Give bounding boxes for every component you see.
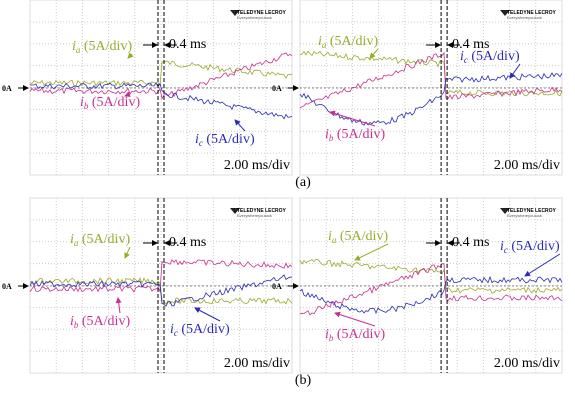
unit: (5A/div) — [333, 327, 385, 342]
current-label: ia (5A/div) — [70, 232, 130, 248]
figure: (a) (b) 0A0.4 msTELEDYNE LECROYEverywher… — [0, 0, 575, 395]
zero-label: 0A — [2, 84, 12, 93]
unit: (5A/div) — [78, 232, 130, 247]
zero-label: 0A — [272, 282, 282, 291]
delay-label: 0.4 ms — [169, 37, 206, 52]
unit: (5A/div) — [508, 239, 560, 254]
timebase: 2.00 ms/div — [494, 158, 560, 173]
unit: (5A/div) — [88, 95, 140, 110]
unit: (5A/div) — [178, 322, 230, 337]
current-label: ib (5A/div) — [325, 127, 385, 143]
current-label: ib (5A/div) — [325, 327, 385, 343]
page: {"figure": { "panels": [ {"brand": "TELE… — [0, 0, 575, 395]
current-label: ia (5A/div) — [72, 39, 132, 55]
timebase: 2.00 ms/div — [224, 158, 290, 173]
unit: (5A/div) — [203, 132, 255, 147]
unit: (5A/div) — [78, 314, 130, 329]
current-label: ic (5A/div) — [500, 239, 560, 255]
unit: (5A/div) — [336, 229, 388, 244]
unit: (5A/div) — [333, 127, 385, 142]
current-label: ib (5A/div) — [80, 95, 140, 111]
tagline: Everywhereyoulook — [507, 213, 542, 218]
unit: (5A/div) — [468, 49, 520, 64]
tagline: Everywhereyoulook — [237, 213, 272, 218]
current-label: ia (5A/div) — [318, 34, 378, 50]
unit: (5A/div) — [80, 39, 132, 54]
current-label: ib (5A/div) — [70, 314, 130, 330]
current-label: ic (5A/div) — [170, 322, 230, 338]
zero-label: 0A — [2, 282, 12, 291]
delay-label: 0.4 ms — [169, 235, 206, 250]
caption: (a) — [295, 175, 311, 190]
unit: (5A/div) — [326, 34, 378, 49]
timebase: 2.00 ms/div — [494, 356, 560, 371]
tagline: Everywhereyoulook — [507, 15, 542, 20]
current-label: ic (5A/div) — [460, 49, 520, 65]
zero-label: 0A — [272, 84, 282, 93]
current-label: ic (5A/div) — [195, 132, 255, 148]
current-label: ia (5A/div) — [328, 229, 388, 245]
caption: (b) — [295, 373, 312, 388]
delay-label: 0.4 ms — [452, 235, 489, 250]
timebase: 2.00 ms/div — [224, 356, 290, 371]
tagline: Everywhereyoulook — [237, 15, 272, 20]
